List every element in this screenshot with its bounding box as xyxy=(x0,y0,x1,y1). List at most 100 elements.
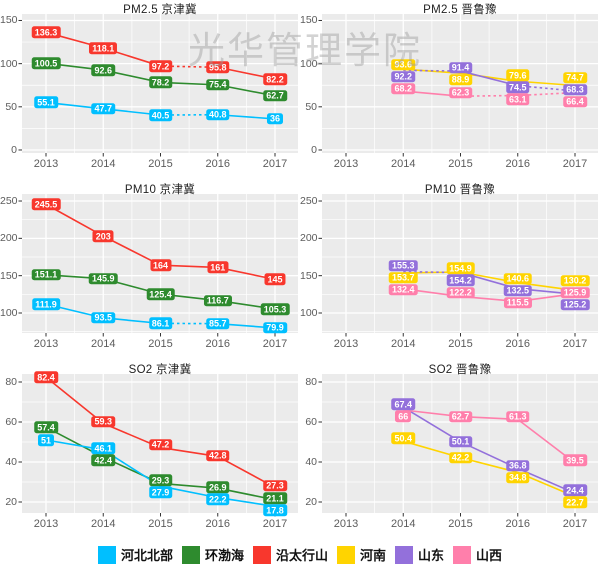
data-point-label: 78.2 xyxy=(148,76,173,89)
x-axis-tick-label: 2014 xyxy=(91,338,116,350)
data-point-label: 42.8 xyxy=(205,449,230,462)
data-point-label: 63.1 xyxy=(505,93,530,106)
x-axis-tick-label: 2017 xyxy=(262,338,288,350)
legend-label: 山西 xyxy=(476,548,503,563)
y-axis-tick-label: 100 xyxy=(0,57,18,70)
data-point-label: 82.2 xyxy=(263,73,287,85)
x-axis-tick-label: 2017 xyxy=(562,518,588,530)
data-point-label: 27.3 xyxy=(263,479,287,492)
data-point-label: 130.2 xyxy=(560,275,590,287)
x-axis-tick-label: 2014 xyxy=(391,518,416,530)
data-point-label: 47.2 xyxy=(148,438,173,451)
data-point-label: 161 xyxy=(207,261,229,274)
data-point-label: 92.2 xyxy=(391,71,416,83)
chart-pm25-jingjinji: PM2.5 京津冀 0 50 100 150 2013 2014 2015 2016 2017 1… xyxy=(0,0,300,180)
y-axis-tick-label: 80 xyxy=(305,376,317,388)
legend-item-山西: 山西 xyxy=(453,545,502,564)
data-point-label: 34.8 xyxy=(505,471,530,484)
y-axis-tick-label: 150 xyxy=(0,269,18,282)
legend-label: 山东 xyxy=(418,548,445,563)
data-point-label: 36.8 xyxy=(505,459,530,472)
data-point-label: 27.9 xyxy=(148,486,173,499)
data-point-label: 47.7 xyxy=(91,103,116,115)
chart-title: PM2.5 京津冀 xyxy=(123,4,197,16)
series-line-山东 xyxy=(403,69,461,72)
data-point-label: 67.4 xyxy=(391,398,416,410)
chart-pm10-jinluyu: PM10 晋鲁豫 100 150 200 250 2013 2014 2015 2016 201… xyxy=(300,180,600,360)
data-point-label: 39.5 xyxy=(563,454,587,466)
y-axis-tick-label: 250 xyxy=(0,195,18,208)
data-point-label: 75.4 xyxy=(205,79,230,91)
data-point-label: 79.9 xyxy=(263,322,287,334)
data-point-label: 86.1 xyxy=(148,317,173,330)
chart-title: PM2.5 晋鲁豫 xyxy=(423,4,497,16)
x-axis-tick-label: 2014 xyxy=(91,518,116,530)
y-axis-tick-label: 60 xyxy=(305,416,317,428)
y-axis-tick-label: 100 xyxy=(300,57,318,70)
data-point-label: 93.6 xyxy=(391,59,416,71)
legend-swatch xyxy=(181,545,200,564)
data-point-label: 132.4 xyxy=(388,284,418,296)
y-axis-tick-label: 100 xyxy=(0,306,18,319)
x-axis-tick-label: 2015 xyxy=(448,158,473,170)
data-point-label: 203 xyxy=(92,230,114,242)
chart-title: PM10 晋鲁豫 xyxy=(424,184,496,196)
legend-label: 环渤海 xyxy=(204,548,244,563)
data-point-label: 62.7 xyxy=(448,410,473,423)
data-point-label: 66.4 xyxy=(563,95,587,108)
data-point-label: 24.4 xyxy=(563,484,587,497)
data-point-label: 151.1 xyxy=(31,269,61,281)
data-point-label: 91.4 xyxy=(448,62,473,74)
data-point-label: 85.7 xyxy=(205,317,230,330)
data-point-label: 59.3 xyxy=(91,416,116,428)
data-point-label: 50.1 xyxy=(448,436,473,448)
x-axis-tick-label: 2013 xyxy=(33,158,59,170)
data-point-label: 55.1 xyxy=(34,96,58,109)
data-point-label: 97.2 xyxy=(148,60,173,72)
x-axis-tick-label: 2017 xyxy=(262,518,288,530)
x-axis-tick-label: 2013 xyxy=(33,338,59,350)
y-axis-tick-label: 100 xyxy=(300,306,318,319)
x-axis-tick-label: 2013 xyxy=(333,518,359,530)
legend-item-沿太行山: 沿太行山 xyxy=(252,545,328,564)
x-axis-tick-label: 2016 xyxy=(205,518,230,530)
x-axis-tick-label: 2017 xyxy=(262,158,288,170)
chart-title: SO2 京津冀 xyxy=(128,364,192,376)
data-point-label: 26.9 xyxy=(205,481,230,494)
data-point-label: 22.2 xyxy=(205,493,230,506)
x-axis-tick-label: 2016 xyxy=(205,158,230,170)
data-point-label: 116.7 xyxy=(203,294,232,307)
series-line-山东 xyxy=(403,270,461,274)
x-axis-tick-label: 2015 xyxy=(448,518,473,530)
data-point-label: 145 xyxy=(264,273,286,286)
x-axis-tick-label: 2015 xyxy=(148,518,173,530)
x-axis-tick-label: 2015 xyxy=(148,158,173,170)
y-axis-tick-label: 0 xyxy=(11,143,17,156)
charts-grid: PM2.5 京津冀 0 50 100 150 2013 2014 2015 2016 2017 1… xyxy=(0,0,600,530)
data-point-label: 115.5 xyxy=(503,297,532,309)
x-axis-tick-label: 2013 xyxy=(333,338,359,350)
data-point-label: 100.5 xyxy=(31,57,61,69)
y-axis-tick-label: 150 xyxy=(300,14,318,27)
data-point-label: 245.5 xyxy=(31,198,61,211)
data-point-label: 62.3 xyxy=(448,87,473,99)
x-axis-tick-label: 2016 xyxy=(205,338,230,350)
data-point-label: 22.7 xyxy=(563,496,587,509)
data-point-label: 125.9 xyxy=(560,287,590,299)
chart-title: SO2 晋鲁豫 xyxy=(428,364,492,376)
data-point-label: 153.7 xyxy=(388,272,418,284)
x-axis-tick-label: 2014 xyxy=(391,158,416,170)
data-point-label: 111.9 xyxy=(32,298,60,310)
x-axis-tick-label: 2016 xyxy=(505,518,530,530)
data-point-label: 42.2 xyxy=(448,451,473,464)
data-point-label: 57.4 xyxy=(34,421,58,433)
data-point-label: 92.6 xyxy=(91,64,116,76)
legend-label: 河南 xyxy=(360,548,387,563)
data-point-label: 154.2 xyxy=(446,274,475,286)
chart-plot xyxy=(18,194,298,337)
data-point-label: 125.4 xyxy=(146,288,175,300)
data-point-label: 93.5 xyxy=(91,312,116,324)
legend-label: 河北北部 xyxy=(120,548,173,563)
y-axis-tick-label: 50 xyxy=(305,100,317,113)
series-line-沿太行山 xyxy=(45,376,104,425)
